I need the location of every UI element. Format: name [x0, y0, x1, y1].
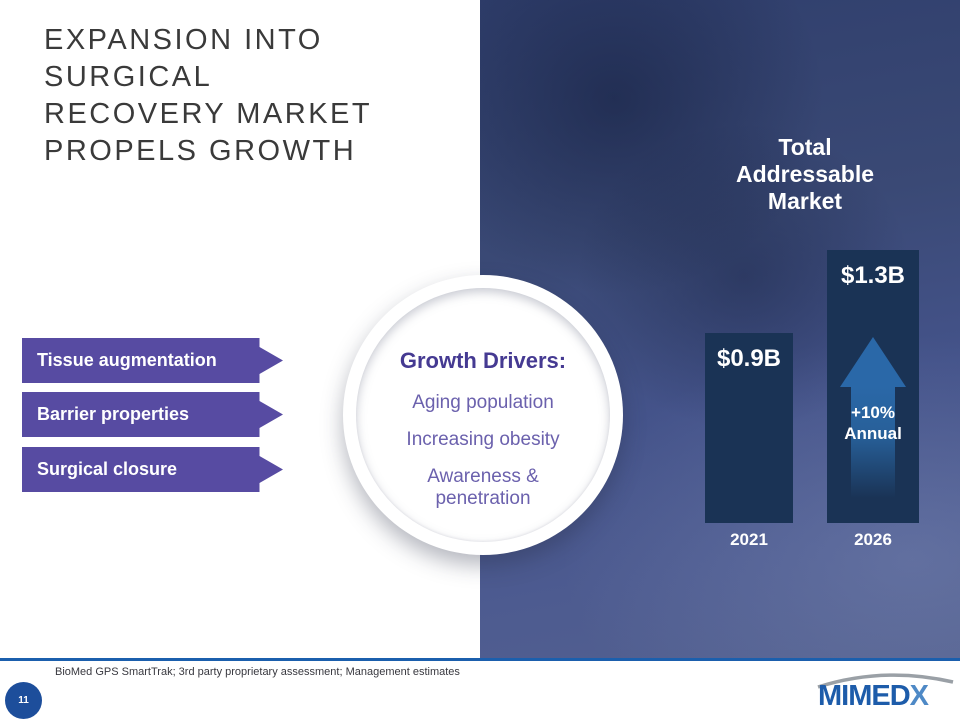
source-footnote: BioMed GPS SmartTrak; 3rd party propriet… [55, 666, 460, 678]
bar-value-2026: $1.3B [840, 262, 906, 289]
growth-driver-item: Increasing obesity [406, 429, 560, 450]
bar-2026: $1.3B +10% Annual [827, 250, 919, 523]
growth-drivers-heading: Growth Drivers: [399, 348, 567, 373]
slide-title: EXPANSION INTO SURGICAL RECOVERY MARKET … [44, 24, 373, 167]
logo-text-main: MIMED [818, 680, 911, 712]
arrow-head-shape [840, 337, 906, 387]
banner-tissue-augmentation: Tissue augmentation [22, 338, 283, 383]
logo-swoosh-icon [817, 673, 954, 689]
bar-2021: $0.9B [705, 333, 793, 523]
footer-divider-line [0, 658, 960, 661]
chart-title: Total Addressable Market [735, 134, 875, 214]
growth-driver-item: Awareness & penetration [427, 466, 539, 509]
mimedx-logo: MIMEDX [812, 664, 958, 716]
arrow-shaft-shape [851, 386, 895, 498]
growth-drivers-circle: Growth Drivers: Aging population Increas… [343, 275, 623, 555]
logo-wordmark: MIMEDX [818, 680, 929, 713]
banner-barrier-properties: Barrier properties [22, 392, 283, 437]
surgical-background-photo: Total Addressable Market $0.9B $1.3B +10… [480, 0, 960, 658]
growth-drivers-content: Growth Drivers: Aging population Increas… [356, 288, 610, 542]
banner-surgical-closure: Surgical closure [22, 447, 283, 492]
logo-text-x: X [909, 680, 929, 712]
axis-label-2026: 2026 [854, 530, 892, 549]
page-number-badge: 11 [5, 682, 42, 719]
growth-driver-item: Aging population [412, 392, 554, 413]
bar-value-2021: $0.9B [716, 345, 782, 372]
growth-annotation: +10% Annual [844, 403, 902, 443]
axis-label-2021: 2021 [730, 530, 768, 549]
